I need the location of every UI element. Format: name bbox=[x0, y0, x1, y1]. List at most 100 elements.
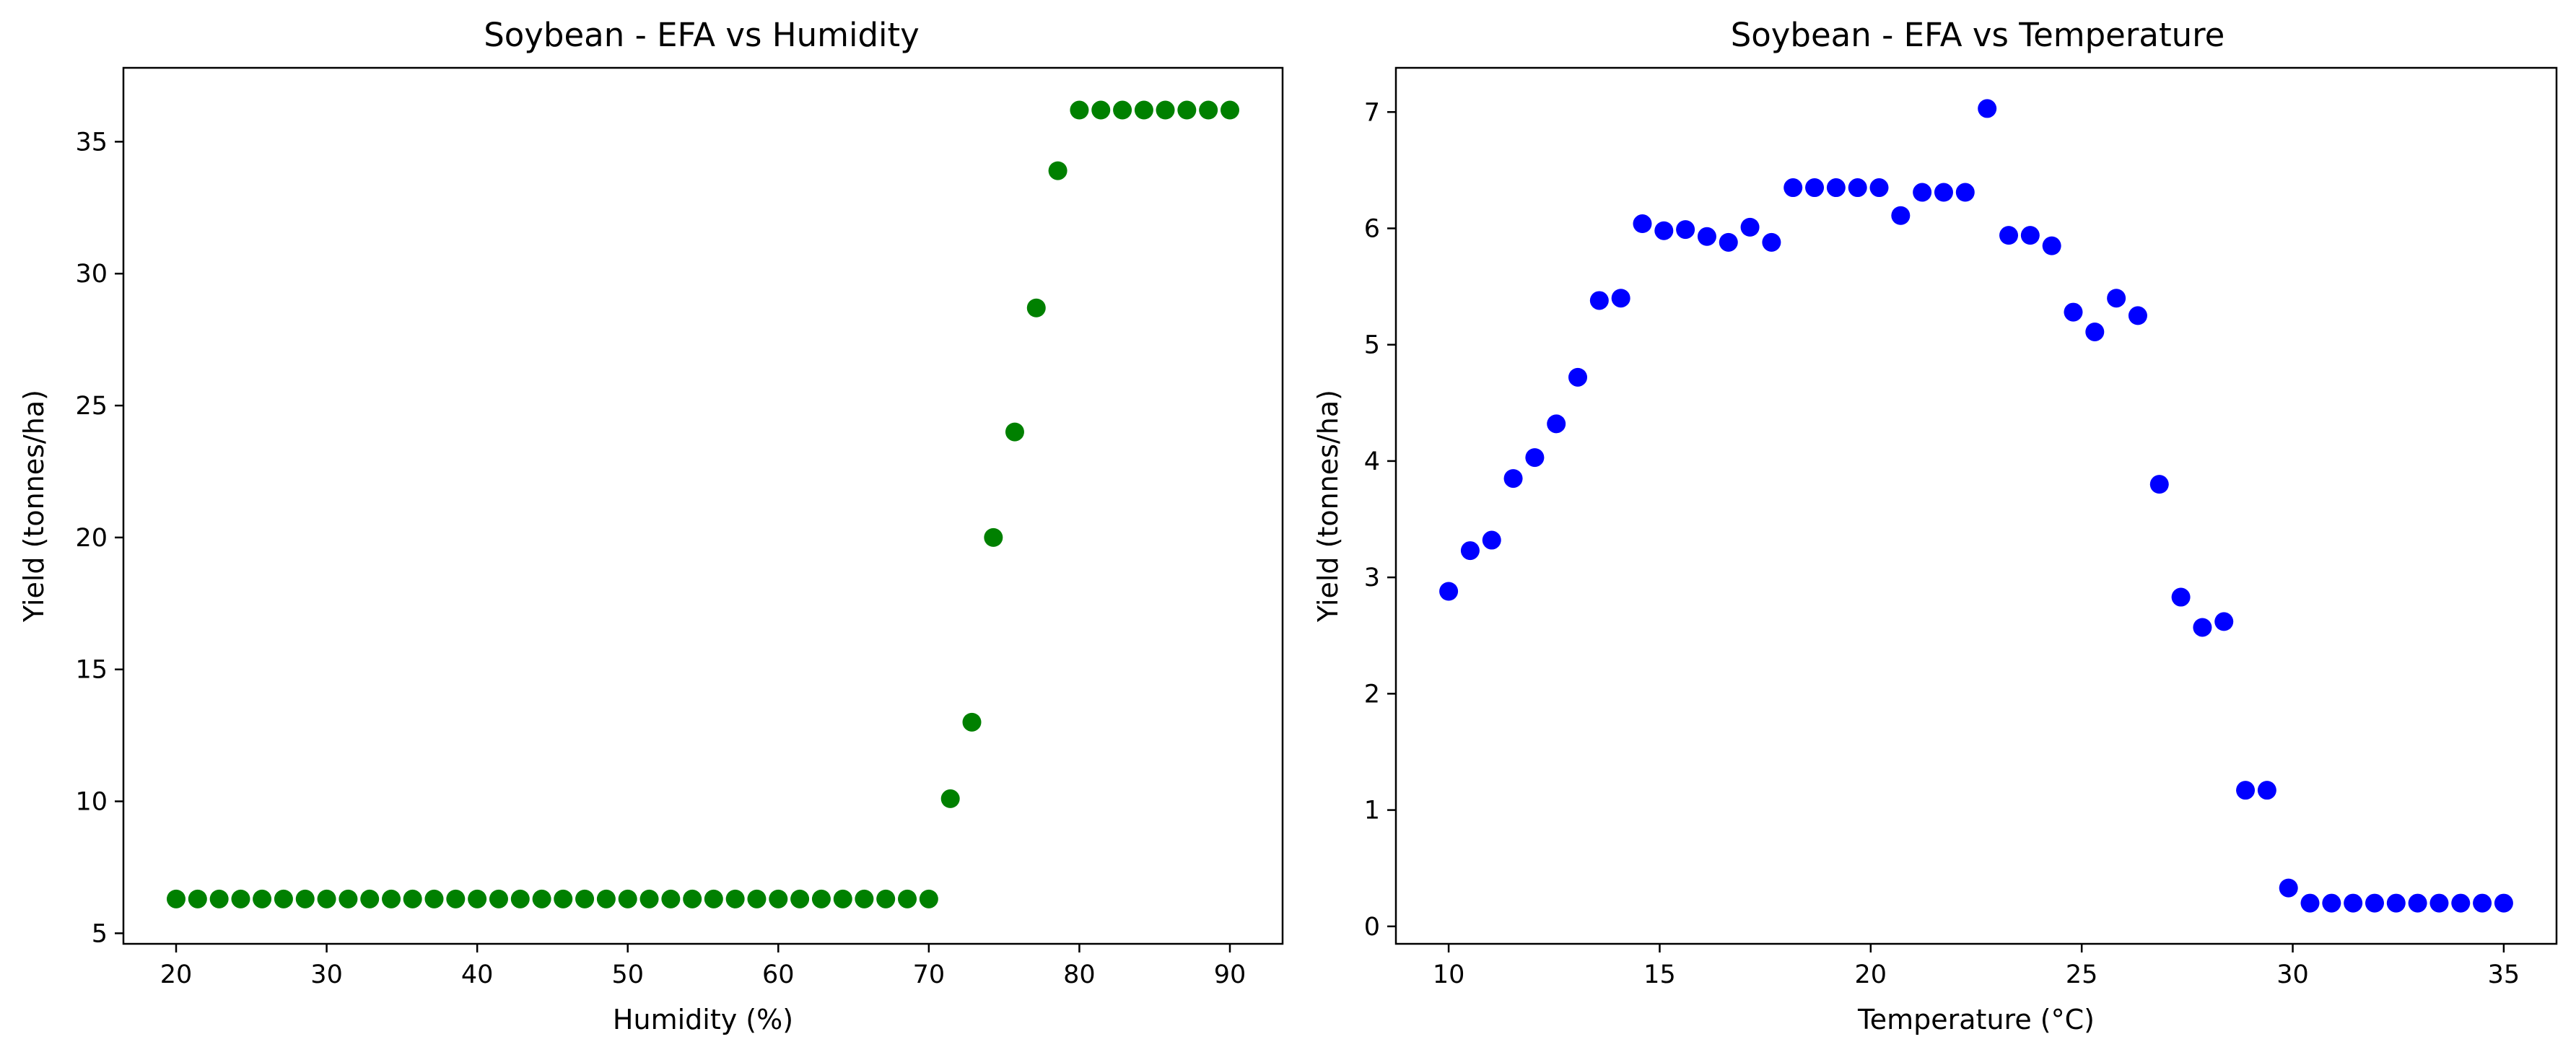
data-point bbox=[575, 889, 595, 908]
data-point bbox=[2408, 893, 2427, 913]
x-tick-label: 25 bbox=[2066, 960, 2098, 989]
y-tick-label: 0 bbox=[1364, 913, 1380, 942]
y-tick-label: 35 bbox=[75, 128, 108, 157]
x-tick-label: 90 bbox=[1214, 960, 1246, 989]
data-point bbox=[1913, 183, 1932, 202]
data-point bbox=[167, 889, 185, 908]
data-point bbox=[468, 889, 487, 908]
data-point bbox=[683, 889, 702, 908]
data-point bbox=[1589, 291, 1609, 310]
chart-temperature: Soybean - EFA vs Temperature 10 15 20 25 30 3… bbox=[1312, 16, 2558, 1035]
data-point bbox=[403, 889, 422, 908]
x-tick-label: 35 bbox=[2488, 960, 2520, 989]
data-point bbox=[1005, 422, 1024, 442]
data-point bbox=[532, 889, 551, 908]
data-point bbox=[188, 889, 207, 908]
data-point bbox=[339, 889, 358, 908]
data-point bbox=[2107, 289, 2126, 308]
data-point bbox=[1848, 178, 1867, 198]
data-point bbox=[833, 889, 852, 908]
x-tick-label: 70 bbox=[913, 960, 946, 989]
data-point bbox=[2085, 322, 2105, 341]
data-point bbox=[2344, 893, 2363, 913]
data-point bbox=[1869, 178, 1889, 198]
data-point bbox=[274, 889, 293, 908]
y-axis-label: Yield (tonnes/ha) bbox=[1312, 390, 1344, 623]
data-point bbox=[1999, 226, 2019, 245]
data-point bbox=[2494, 893, 2513, 913]
data-point bbox=[1654, 221, 1674, 240]
data-point bbox=[2064, 302, 2083, 322]
data-point bbox=[2279, 878, 2298, 898]
plot-frame bbox=[1394, 66, 2558, 945]
data-point bbox=[382, 889, 401, 908]
data-point bbox=[1091, 100, 1111, 120]
data-point bbox=[2128, 306, 2147, 325]
data-point bbox=[2214, 612, 2234, 631]
data-point bbox=[984, 527, 1003, 547]
y-tick-label: 15 bbox=[75, 656, 108, 685]
x-tick-label: 40 bbox=[461, 960, 494, 989]
data-point bbox=[2149, 475, 2169, 494]
chart-humidity: Soybean - EFA vs Humidity 20 30 40 50 60 70 80… bbox=[18, 16, 1284, 1035]
data-point bbox=[940, 789, 960, 808]
data-point bbox=[1547, 414, 1566, 434]
y-tick-label: 2 bbox=[1364, 680, 1380, 709]
data-point bbox=[1113, 100, 1132, 120]
data-point bbox=[2300, 893, 2320, 913]
y-tick-label: 30 bbox=[75, 260, 108, 289]
x-tick-label: 20 bbox=[1855, 960, 1887, 989]
data-point bbox=[2236, 781, 2256, 800]
y-tick-label: 5 bbox=[1364, 331, 1380, 360]
data-point bbox=[962, 712, 982, 732]
data-point bbox=[2042, 236, 2061, 255]
data-point bbox=[1199, 100, 1218, 120]
y-axis-label: Yield (tonnes/ha) bbox=[18, 390, 50, 623]
data-point bbox=[725, 889, 745, 908]
x-axis-label: Temperature (°C) bbox=[1857, 1004, 2095, 1035]
x-tick-label: 80 bbox=[1063, 960, 1096, 989]
chart-title: Soybean - EFA vs Temperature bbox=[1731, 16, 2225, 54]
data-point bbox=[446, 889, 466, 908]
data-point bbox=[2257, 781, 2276, 800]
data-point bbox=[1978, 99, 1997, 118]
scatter-points bbox=[1439, 99, 2513, 913]
x-tick-label: 60 bbox=[762, 960, 795, 989]
data-point bbox=[231, 889, 250, 908]
data-point bbox=[1826, 178, 1846, 198]
data-point bbox=[1611, 289, 1630, 308]
data-point bbox=[1891, 206, 1911, 225]
x-ticks: 10 15 20 25 30 35 bbox=[1433, 944, 2520, 989]
y-tick-label: 1 bbox=[1364, 797, 1380, 825]
y-tick-label: 10 bbox=[75, 788, 108, 817]
data-point bbox=[1439, 582, 1459, 601]
data-point bbox=[489, 889, 508, 908]
data-point bbox=[1783, 178, 1803, 198]
data-point bbox=[1026, 298, 1046, 317]
data-point bbox=[1482, 530, 1501, 550]
x-axis-label: Humidity (%) bbox=[613, 1004, 793, 1035]
data-point bbox=[855, 889, 874, 908]
x-ticks: 20 30 40 50 60 70 80 90 bbox=[160, 944, 1246, 989]
y-tick-label: 7 bbox=[1364, 98, 1380, 127]
y-tick-label: 3 bbox=[1364, 564, 1380, 592]
data-point bbox=[596, 889, 616, 908]
data-point bbox=[2193, 618, 2212, 637]
data-point bbox=[1633, 214, 1652, 234]
data-point bbox=[2322, 893, 2341, 913]
scatter-points bbox=[167, 100, 1239, 908]
data-point bbox=[2386, 893, 2406, 913]
data-point bbox=[1697, 227, 1716, 246]
data-point bbox=[1740, 217, 1760, 237]
data-point bbox=[769, 889, 788, 908]
data-point bbox=[618, 889, 637, 908]
y-ticks: 5 10 15 20 25 30 35 bbox=[75, 128, 123, 948]
data-point bbox=[1934, 183, 1953, 202]
data-point bbox=[1676, 220, 1695, 240]
data-point bbox=[1525, 448, 1545, 468]
data-point bbox=[1134, 100, 1153, 120]
x-tick-label: 10 bbox=[1433, 960, 1465, 989]
data-point bbox=[704, 889, 723, 908]
data-point bbox=[898, 889, 917, 908]
